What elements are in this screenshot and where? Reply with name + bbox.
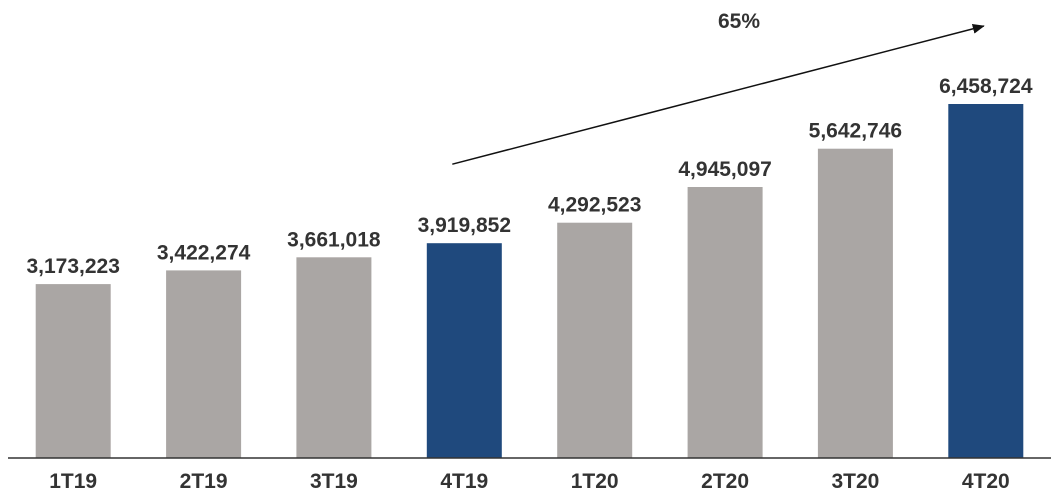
bar-1t19 [35, 284, 111, 458]
growth-annotation-label: 65% [718, 10, 760, 33]
bar-4t20 [948, 104, 1024, 458]
data-label-3t19: 3,661,018 [287, 228, 381, 251]
data-label-1t20: 4,292,523 [548, 194, 641, 217]
data-label-1t19: 3,173,223 [26, 255, 119, 278]
x-tick-label-4t20: 4T20 [962, 470, 1010, 493]
x-tick-labels-group: 1T19 2T19 3T19 4T19 1T20 2T20 3T20 4T20 [49, 470, 1009, 493]
bar-3t19 [296, 257, 372, 458]
x-tick-label-4t19: 4T19 [440, 470, 488, 493]
x-tick-label-3t19: 3T19 [310, 470, 358, 493]
data-label-4t19: 3,919,852 [418, 214, 511, 237]
x-tick-label-1t20: 1T20 [571, 470, 619, 493]
x-tick-label-2t20: 2T20 [701, 470, 749, 493]
growth-arrow [452, 23, 985, 165]
x-tick-label-1t19: 1T19 [49, 470, 97, 493]
bar-3t20 [817, 148, 893, 458]
bar-1t20 [557, 222, 633, 458]
bar-4t19 [426, 243, 502, 458]
data-label-4t20: 6,458,724 [939, 75, 1033, 98]
data-label-2t20: 4,945,097 [678, 158, 771, 181]
x-tick-label-2t19: 2T19 [180, 470, 228, 493]
data-label-3t20: 5,642,746 [809, 120, 902, 143]
bar-2t20 [687, 187, 763, 458]
data-labels-group: 3,173,223 3,422,274 3,661,018 3,919,852 4,29… [26, 75, 1032, 278]
x-tick-label-3t20: 3T20 [831, 470, 879, 493]
data-label-2t19: 3,422,274 [157, 241, 251, 264]
bar-2t19 [166, 270, 242, 458]
bars-group [35, 104, 1024, 458]
